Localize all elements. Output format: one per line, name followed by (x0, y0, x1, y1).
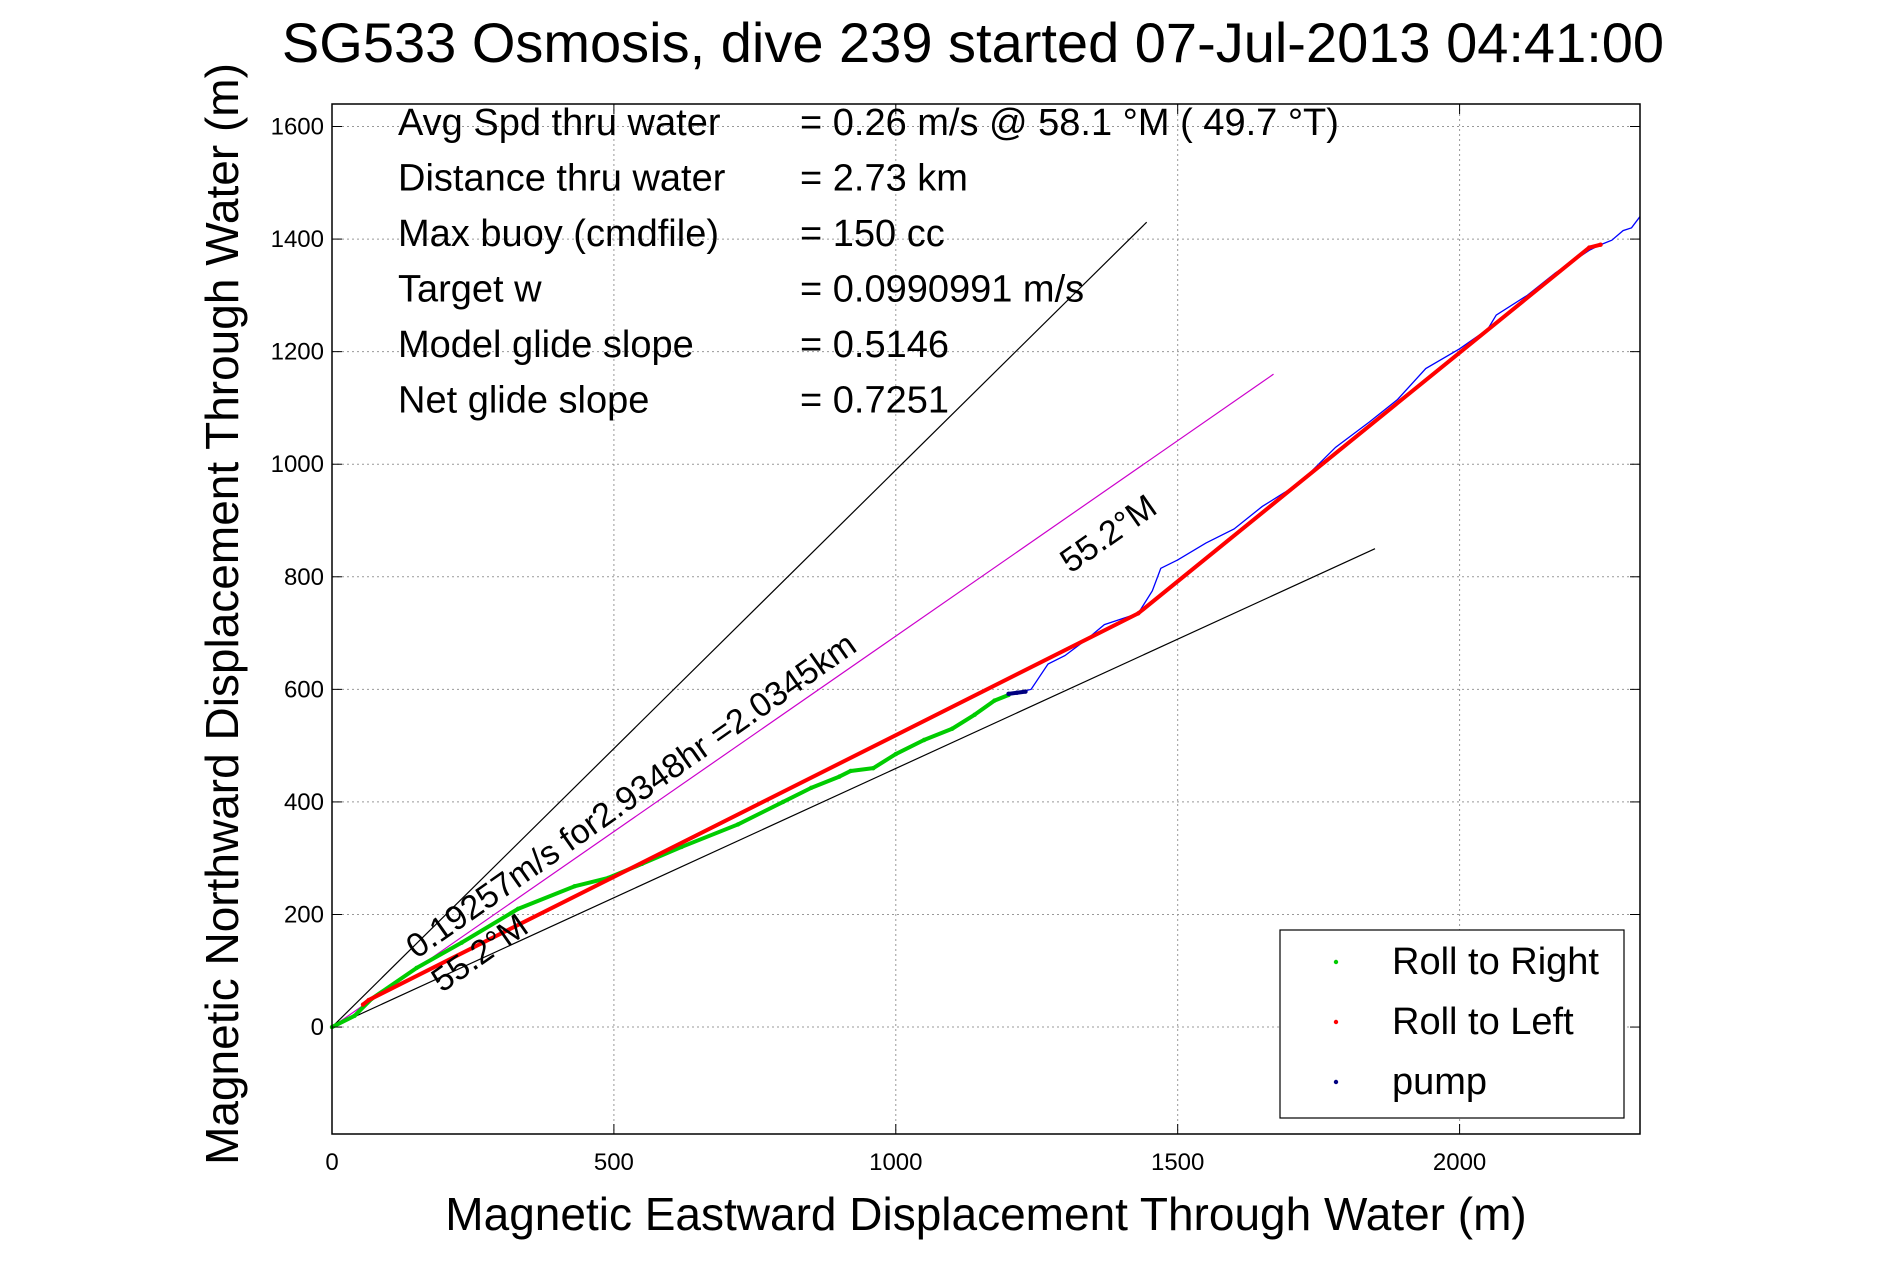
point-roll-to-right (837, 774, 842, 779)
info-value: = 2.73 km (800, 158, 968, 200)
info-label: Net glide slope (398, 380, 649, 422)
legend-label: Roll to Left (1392, 1001, 1574, 1043)
legend-marker (1333, 1019, 1339, 1025)
point-pump (1023, 689, 1028, 694)
x-tick-label: 1000 (869, 1149, 922, 1176)
point-roll-to-right (848, 768, 853, 774)
legend-label: pump (1392, 1061, 1487, 1103)
y-tick-label: 200 (284, 901, 324, 928)
reference-line-lower (331, 548, 1376, 1028)
legend-marker (1333, 959, 1339, 965)
info-value: = 0.26 m/s @ 58.1 °M ( 49.7 °T) (800, 102, 1339, 144)
point-roll-to-right (893, 751, 898, 757)
axis-ticks: 0 500 1000 1500 2000 0 200 400 600 800 1000 1200 140… (271, 104, 1640, 1176)
y-tick-label: 600 (284, 676, 324, 703)
reference-line-upper (331, 221, 1148, 1028)
point-roll-to-right (809, 785, 814, 791)
point-roll-to-left (1587, 245, 1592, 250)
y-tick-label: 1400 (271, 226, 324, 253)
legend-label: Roll to Right (1392, 941, 1599, 983)
point-roll-to-right (992, 698, 997, 703)
legend-marker (1333, 1079, 1339, 1085)
series-line-roll-to-right (330, 692, 1011, 1030)
info-label: Target w (398, 269, 542, 311)
legend-box (1279, 929, 1625, 1119)
chart-annotations: 0.19257m/s for2.9348hr =2.0345km55.2°M55… (399, 487, 1163, 999)
y-axis-label: Magnetic Northward Displacement Through … (196, 63, 248, 1165)
track-line (1008, 216, 1641, 696)
info-value: = 0.7251 (800, 380, 949, 422)
y-tick-label: 400 (284, 789, 324, 816)
y-tick-label: 1200 (271, 339, 324, 366)
annotation: 55.2°M (1053, 487, 1163, 580)
info-label: Avg Spd thru water (398, 102, 721, 144)
y-tick-label: 1600 (271, 114, 324, 141)
x-tick-label: 1500 (1151, 1149, 1204, 1176)
info-label: Model glide slope (398, 324, 694, 366)
point-roll-to-right (352, 1013, 357, 1019)
point-roll-to-left (366, 997, 371, 1003)
x-tick-label: 0 (325, 1149, 338, 1176)
point-pump (1014, 690, 1020, 695)
point-roll-to-left (360, 1002, 366, 1007)
info-label: Max buoy (cmdfile) (398, 213, 719, 255)
info-value: = 0.5146 (800, 324, 949, 366)
chart-title: SG533 Osmosis, dive 239 started 07-Jul-2… (282, 11, 1664, 74)
info-panel: Avg Spd thru water = 0.26 m/s @ 58.1 °M (… (398, 102, 1339, 422)
point-roll-to-right (780, 799, 786, 805)
point-roll-to-right (515, 906, 521, 912)
point-roll-to-left (1136, 611, 1141, 616)
chart-legend: Roll to Right Roll to Left pump (1279, 929, 1625, 1119)
point-roll-to-right (871, 765, 876, 771)
point-roll-to-right (921, 737, 927, 743)
plot-area-frame (331, 103, 1641, 1135)
point-roll-to-left (1598, 242, 1603, 247)
point-roll-to-right (949, 726, 955, 731)
point-roll-to-right (735, 822, 741, 827)
y-tick-label: 800 (284, 564, 324, 591)
point-roll-to-right (572, 884, 577, 889)
point-roll-to-right (414, 965, 419, 971)
x-axis-label: Magnetic Eastward Displacement Through W… (445, 1188, 1526, 1240)
point-pump (1006, 691, 1011, 697)
point-roll-to-right (679, 844, 684, 850)
y-tick-label: 1000 (271, 451, 324, 478)
chart-grid (331, 104, 1640, 1134)
point-roll-to-right (972, 712, 977, 717)
x-tick-label: 500 (594, 1149, 634, 1176)
info-value: = 0.0990991 m/s (800, 269, 1084, 311)
reference-line-heading (331, 373, 1274, 1028)
info-value: = 150 cc (800, 213, 945, 255)
info-label: Distance thru water (398, 158, 726, 200)
reference-lines (331, 221, 1376, 1028)
chart-series (329, 216, 1641, 1030)
y-tick-label: 0 (311, 1014, 324, 1041)
point-roll-to-right (459, 940, 464, 945)
x-tick-label: 2000 (1433, 1149, 1486, 1176)
